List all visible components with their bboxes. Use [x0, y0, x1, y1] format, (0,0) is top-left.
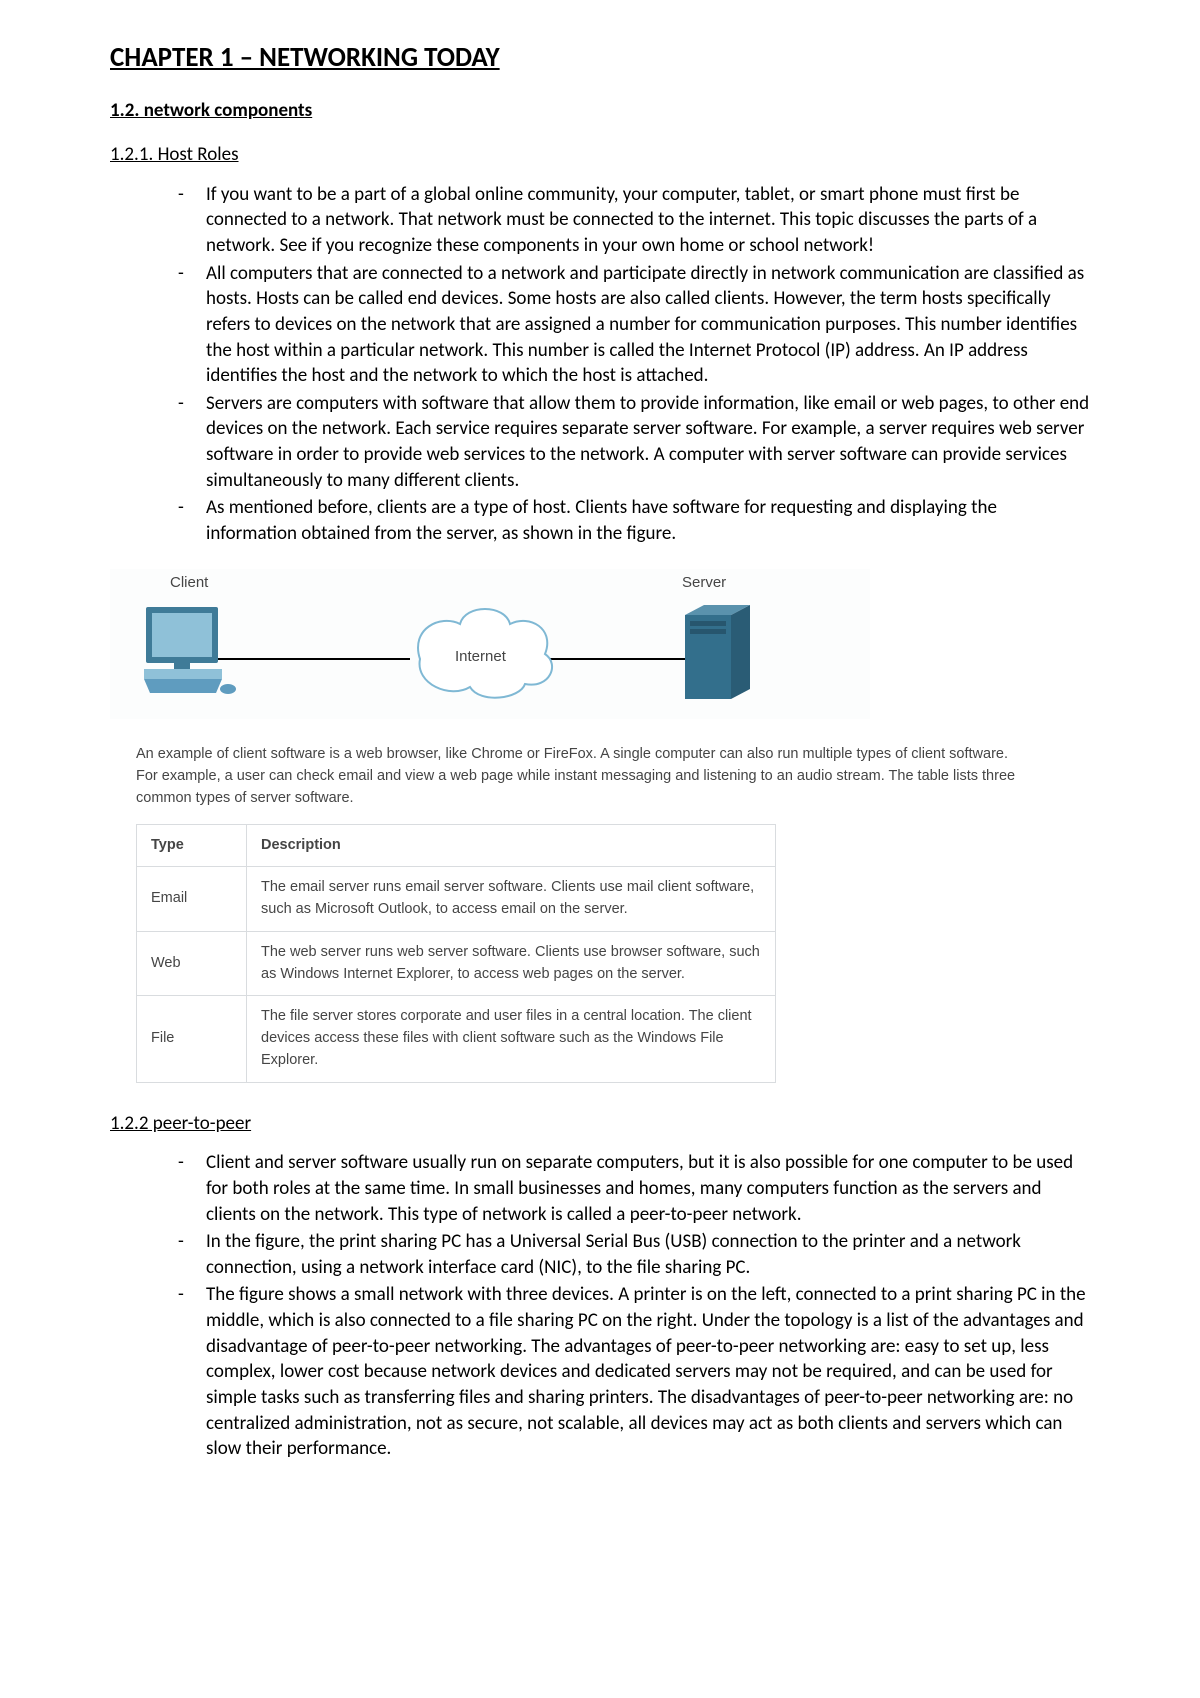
list-item: The figure shows a small network with th…: [178, 1282, 1090, 1461]
table-cell-desc: The email server runs email server softw…: [247, 867, 776, 932]
internet-label: Internet: [455, 648, 507, 665]
list-item: All computers that are connected to a ne…: [178, 261, 1090, 389]
list-item: As mentioned before, clients are a type …: [178, 495, 1090, 546]
table-cell-type: Email: [137, 867, 247, 932]
list-item: Servers are computers with software that…: [178, 391, 1090, 494]
client-label: Client: [170, 574, 209, 591]
table-row: Email The email server runs email server…: [137, 867, 776, 932]
table-header-description: Description: [247, 824, 776, 867]
subsection-2-bullets: Client and server software usually run o…: [110, 1150, 1090, 1462]
list-item: In the figure, the print sharing PC has …: [178, 1229, 1090, 1280]
table-header-type: Type: [137, 824, 247, 867]
table-row: File The file server stores corporate an…: [137, 996, 776, 1082]
subsection-1-title: 1.2.1. Host Roles: [110, 142, 1090, 168]
network-diagram-svg: Client Server Internet: [110, 569, 870, 719]
section-title: 1.2. network components: [110, 98, 1090, 124]
chapter-title: CHAPTER 1 – NETWORKING TODAY: [110, 40, 1090, 76]
server-icon: [685, 605, 750, 699]
table-cell-type: Web: [137, 931, 247, 996]
table-cell-desc: The web server runs web server software.…: [247, 931, 776, 996]
server-label: Server: [682, 574, 726, 591]
internet-cloud-icon: Internet: [418, 609, 552, 698]
diagram-caption: An example of client software is a web b…: [136, 744, 1016, 809]
subsection-2-title: 1.2.2 peer-to-peer: [110, 1111, 1090, 1137]
list-item: If you want to be a part of a global onl…: [178, 182, 1090, 259]
table-row: Web The web server runs web server softw…: [137, 931, 776, 996]
server-types-table: Type Description Email The email server …: [136, 824, 776, 1083]
table-header-row: Type Description: [137, 824, 776, 867]
table-cell-type: File: [137, 996, 247, 1082]
list-item: Client and server software usually run o…: [178, 1150, 1090, 1227]
client-server-diagram: Client Server Internet: [110, 569, 1090, 727]
subsection-1-bullets: If you want to be a part of a global onl…: [110, 182, 1090, 547]
table-cell-desc: The file server stores corporate and use…: [247, 996, 776, 1082]
